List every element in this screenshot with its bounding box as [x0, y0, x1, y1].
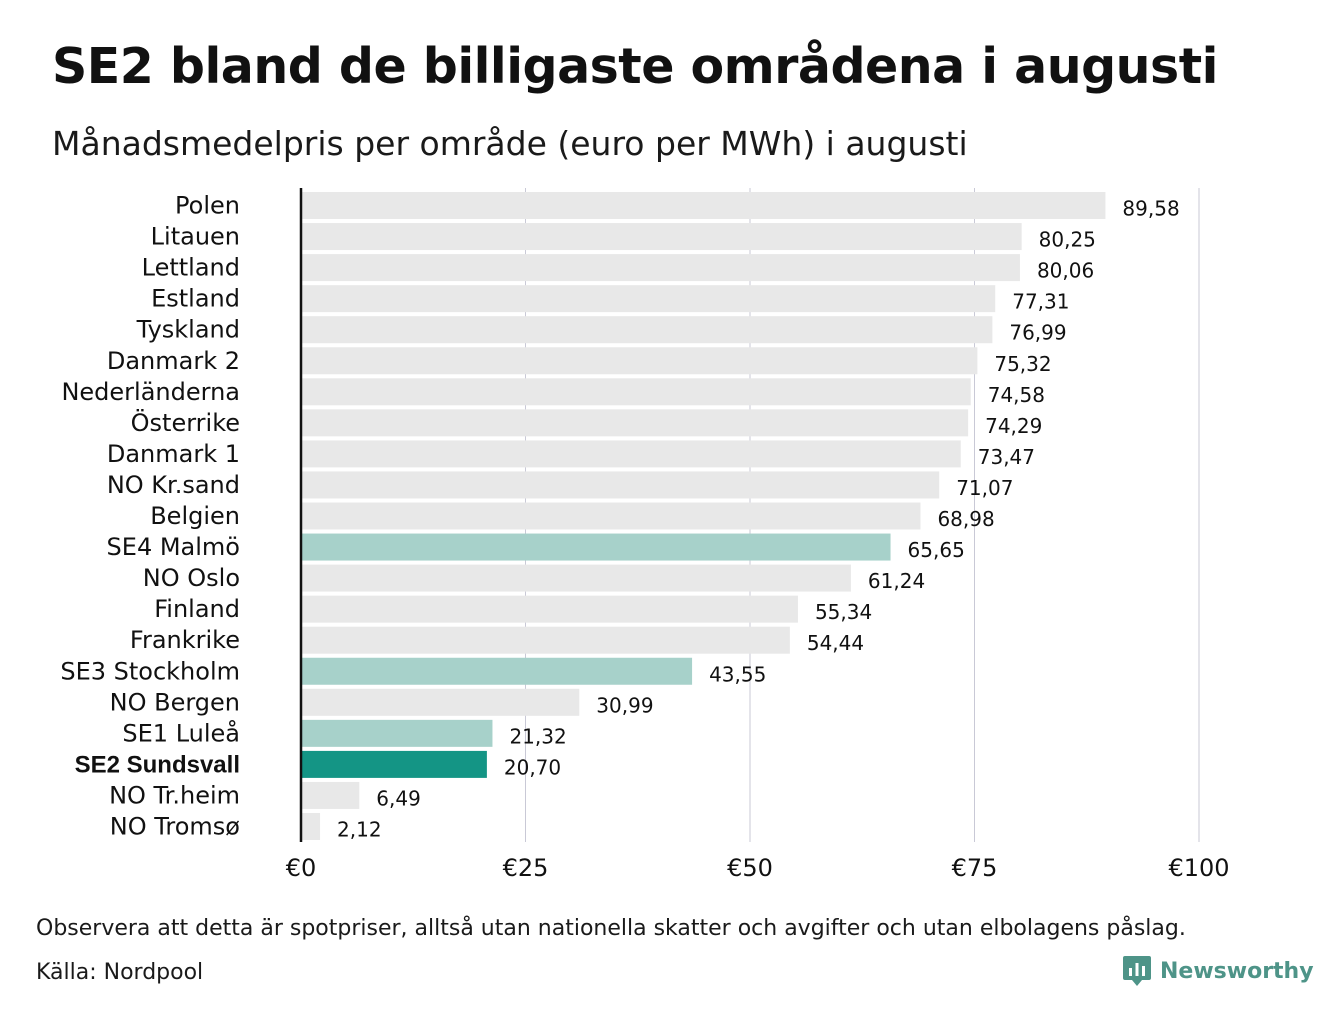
- bar: [301, 750, 487, 778]
- bar: [301, 564, 851, 592]
- bar: [301, 471, 940, 499]
- bar: [301, 813, 321, 840]
- value-label: 61,24: [868, 569, 925, 593]
- value-label: 20,70: [504, 755, 561, 779]
- bar: [301, 316, 993, 344]
- source-credit: Källa: Nordpool: [36, 960, 204, 985]
- bar: [301, 254, 1020, 282]
- value-label: 76,99: [1009, 321, 1066, 345]
- bar-chart: €0 €25 €50 €75 €100 Polen 89,58 Litauen 80,25 Let…: [60, 188, 1230, 882]
- chart-title: SE2 bland de billigaste områdena i augus…: [52, 38, 1218, 95]
- value-label: 43,55: [709, 662, 766, 686]
- category-label: NO Tromsø: [110, 813, 240, 841]
- footnote: Observera att detta är spotpriser, allts…: [36, 916, 1186, 941]
- chart-subtitle: Månadsmedelpris per område (euro per MWh…: [52, 124, 968, 163]
- category-label: SE4 Malmö: [107, 533, 240, 561]
- category-label: Nederländerna: [61, 378, 240, 406]
- value-label: 75,32: [994, 352, 1051, 376]
- category-label: Tyskland: [136, 316, 240, 344]
- bar: [301, 595, 798, 623]
- value-label: 73,47: [978, 445, 1035, 469]
- x-tick-label: €100: [1168, 854, 1229, 882]
- value-label: 2,12: [337, 818, 382, 842]
- bar: [301, 626, 790, 654]
- bar: [301, 409, 969, 437]
- x-tick-label: €0: [286, 854, 317, 882]
- category-label: Finland: [154, 595, 240, 623]
- value-label: 74,29: [985, 414, 1042, 438]
- x-tick-label: €50: [727, 854, 773, 882]
- value-label: 6,49: [376, 786, 421, 810]
- bar: [301, 192, 1106, 219]
- category-label: Danmark 2: [107, 347, 240, 375]
- value-label: 30,99: [596, 693, 653, 717]
- value-label: 68,98: [937, 507, 994, 531]
- category-label: SE1 Luleå: [122, 718, 240, 747]
- value-label: 71,07: [956, 476, 1013, 500]
- newsworthy-chart-icon: [1123, 956, 1151, 986]
- value-label: 80,25: [1039, 228, 1096, 252]
- newsworthy-logo: Newsworthy: [1122, 954, 1314, 988]
- category-label: Frankrike: [130, 626, 240, 654]
- brand-name: Newsworthy: [1160, 958, 1314, 984]
- bar: [301, 781, 360, 809]
- value-label: 55,34: [815, 600, 872, 624]
- bar: [301, 440, 961, 468]
- bar: [301, 657, 693, 685]
- category-label: Belgien: [150, 502, 240, 530]
- bar: [301, 719, 493, 747]
- bar: [301, 502, 921, 530]
- x-tick-label: €25: [503, 854, 549, 882]
- category-label: NO Bergen: [110, 688, 240, 716]
- category-label: NO Tr.heim: [109, 781, 240, 809]
- bar: [301, 688, 580, 716]
- value-label: 54,44: [807, 631, 864, 655]
- bar: [301, 533, 891, 561]
- value-label: 74,58: [988, 383, 1045, 407]
- bar: [301, 285, 996, 313]
- bar: [301, 223, 1022, 251]
- category-label: NO Oslo: [143, 564, 240, 592]
- bar: [301, 347, 978, 375]
- value-label: 77,31: [1012, 290, 1069, 314]
- category-label: Lettland: [142, 254, 240, 282]
- category-label: Danmark 1: [107, 440, 240, 468]
- category-label: SE2 Sundsvall: [75, 751, 240, 778]
- value-label: 21,32: [509, 724, 566, 748]
- value-label: 80,06: [1037, 259, 1094, 283]
- category-label: Polen: [175, 192, 240, 220]
- category-label: SE3 Stockholm: [60, 657, 240, 685]
- bar: [301, 378, 971, 406]
- category-label: Österrike: [131, 408, 240, 437]
- category-label: Litauen: [151, 223, 240, 251]
- category-label: NO Kr.sand: [107, 471, 240, 499]
- x-tick-label: €75: [952, 854, 998, 882]
- value-label: 89,58: [1122, 197, 1179, 221]
- value-label: 65,65: [908, 538, 965, 562]
- category-label: Estland: [151, 285, 240, 313]
